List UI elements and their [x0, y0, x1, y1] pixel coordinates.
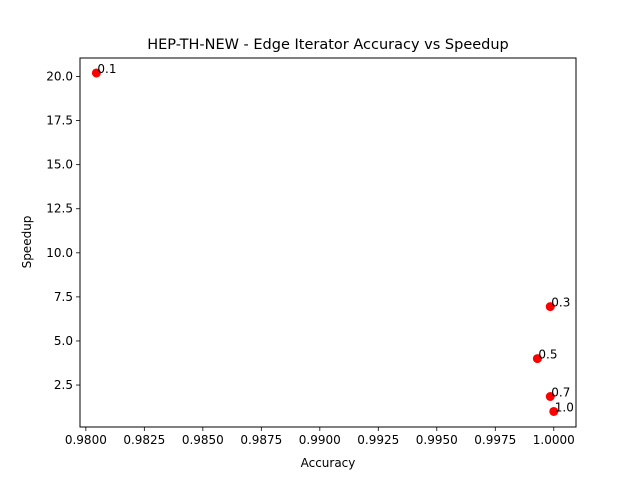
x-tick-label: 0.9825: [123, 433, 165, 447]
y-tick-label: 20.0: [46, 70, 73, 84]
x-tick-label: 0.9925: [357, 433, 399, 447]
data-point: [545, 391, 555, 401]
y-axis-title: Speedup: [20, 216, 34, 269]
y-tick-label: 7.5: [54, 290, 73, 304]
y-tick-label: 2.5: [54, 378, 73, 392]
plot-area: 0.1 0.3 0.5 0.71.0: [91, 62, 574, 416]
x-tick-label: 0.9975: [474, 433, 516, 447]
y-tick-label: 10.0: [46, 246, 73, 260]
axes-frame: [79, 57, 577, 428]
data-point-label: 0.1: [97, 62, 116, 76]
data-point-label: 1.0: [555, 400, 574, 414]
data-point: [91, 68, 101, 78]
data-point-label: 0.5: [538, 348, 557, 362]
data-point-label: 0.3: [551, 296, 570, 310]
data-point: [549, 406, 559, 416]
chart-title: HEP-TH-NEW - Edge Iterator Accuracy vs S…: [147, 37, 509, 53]
y-tick-label: 12.5: [46, 202, 73, 216]
x-tick-label: 0.9850: [182, 433, 224, 447]
x-axis-title: Accuracy: [301, 456, 356, 470]
x-tick-label: 0.9950: [416, 433, 458, 447]
x-tick-label: 0.9800: [65, 433, 107, 447]
y-tick-label: 5.0: [54, 334, 73, 348]
x-tick-label: 0.9875: [240, 433, 282, 447]
x-tick-label: 0.9900: [299, 433, 341, 447]
y-tick-label: 15.0: [46, 158, 73, 172]
x-tick-label: 1.0000: [533, 433, 575, 447]
data-point-label: 0.7: [551, 385, 570, 399]
data-point: [545, 302, 555, 312]
data-point: [532, 354, 542, 364]
y-tick-label: 17.5: [46, 114, 73, 128]
